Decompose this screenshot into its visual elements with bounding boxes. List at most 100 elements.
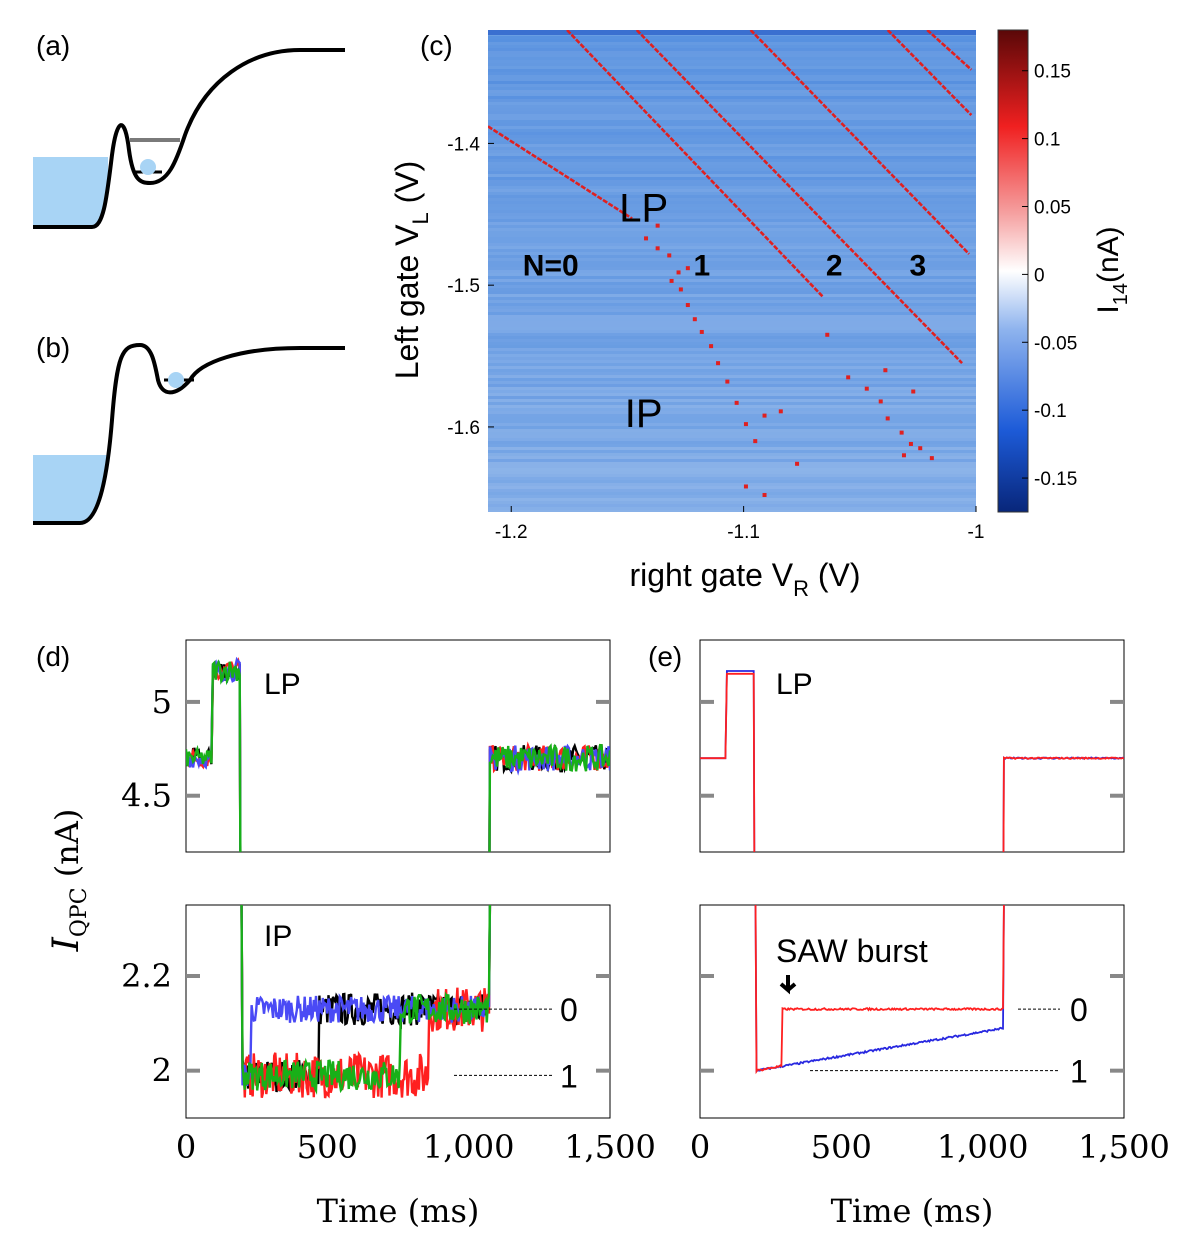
heatmap-stripe (488, 72, 976, 75)
heatmap-stripe (488, 267, 976, 270)
heatmap-stripe (488, 192, 976, 195)
heatmap-stripe (488, 99, 976, 102)
transition-dot-0 (655, 223, 660, 228)
heatmap-stripe (488, 42, 976, 45)
heatmap-stripe (488, 342, 976, 345)
trace-e-bottom-blue (754, 905, 1005, 1073)
heatmap-stripe (488, 402, 976, 405)
heatmap-stripe (488, 162, 976, 165)
x-axis-label-e: Time (ms) (831, 1192, 994, 1230)
heatmap-stripe (488, 105, 976, 108)
transition-dot-5 (685, 266, 690, 271)
heatmap-stripe (488, 453, 976, 456)
heatmap-stripe (488, 357, 976, 360)
ip-label-d: IP (264, 920, 292, 953)
transition-line-5 (926, 30, 973, 71)
y-axis-label-d: IQPC (nA) (46, 809, 92, 953)
heatmap-stripe (488, 387, 976, 390)
heatmap-stripe (488, 216, 976, 219)
heatmap-stripe (488, 474, 976, 477)
annotation-2: 2 (826, 249, 843, 282)
colorbar-label-sub: 14 (1110, 283, 1132, 305)
heatmap-stripe (488, 84, 976, 87)
annotation-3: 3 (910, 249, 927, 282)
heatmap-stripe (488, 333, 976, 336)
potential-curve-b (33, 342, 345, 525)
transition-line-1 (566, 30, 824, 298)
panel-label-d: (d) (36, 641, 70, 672)
y-tick-label-top: 5 (152, 683, 172, 721)
transition-dot-33 (883, 368, 888, 373)
heatmap-stripe (488, 459, 976, 462)
heatmap-stripe (488, 348, 976, 351)
y-tick-label-c: -1.4 (447, 134, 480, 155)
axes-e: 0 500 1,000 1,500 0 1 (690, 699, 1170, 1166)
heatmap-stripe (488, 45, 976, 48)
transition-dot-20 (762, 492, 767, 497)
transition-dot-28 (908, 441, 913, 446)
heatmap-stripe (488, 60, 976, 63)
heatmap-stripe (488, 477, 976, 480)
heatmap-stripe (488, 288, 976, 291)
y-axis-label-c: Left gate VL (V) (389, 161, 433, 380)
y-tick-label-c: -1.5 (447, 276, 480, 297)
lp-label-d: LP (264, 668, 301, 701)
trace-e-top-red (700, 672, 1124, 852)
heatmap-stripe (488, 501, 976, 504)
heatmap-stripe (488, 210, 976, 213)
transition-dot-14 (734, 400, 739, 405)
heatmap-stripe (488, 285, 976, 288)
heatmap-stripe (488, 213, 976, 216)
heatmap-stripe (488, 57, 976, 60)
heatmap-stripe (488, 159, 976, 162)
heatmap-stripe (488, 147, 976, 150)
transition-dot-25 (878, 399, 883, 404)
heatmap-stripe (488, 174, 976, 177)
x-axis-label-d: Time (ms) (317, 1192, 480, 1230)
x-tick-label: 0 (176, 1128, 196, 1166)
traces-e-top (700, 670, 1124, 852)
heatmap-stripe (488, 54, 976, 57)
panel-label-e: (e) (648, 641, 682, 672)
transition-dot-9 (692, 317, 697, 322)
heatmap-stripe (488, 384, 976, 387)
heatmap-stripe (488, 132, 976, 135)
heatmap-stripe (488, 393, 976, 396)
heatmap-stripe (488, 276, 976, 279)
heatmap-stripe (488, 351, 976, 354)
level-label-0: 0 (560, 992, 578, 1028)
heatmap-stripe (488, 156, 976, 159)
heatmap-stripe (488, 369, 976, 372)
x-tick-label: 0 (690, 1128, 710, 1166)
electron-b (168, 372, 184, 388)
heatmap-stripe (488, 426, 976, 429)
heatmap-stripe (488, 483, 976, 486)
transition-line-4 (886, 30, 973, 116)
heatmap-stripe (488, 345, 976, 348)
heatmap-stripe (488, 465, 976, 468)
heatmap-stripe (488, 87, 976, 90)
heatmap-stripe (488, 297, 976, 300)
transition-dot-10 (699, 329, 704, 334)
level-label-0: 0 (1070, 992, 1088, 1028)
heatmap-stripe (488, 171, 976, 174)
heatmap-stripe (488, 231, 976, 234)
heatmap-stripe (488, 450, 976, 453)
heatmap-stripe (488, 300, 976, 303)
x-tick-label: 1,000 (937, 1128, 1029, 1166)
heatmap-stripe (488, 75, 976, 78)
heatmap-stripe (488, 492, 976, 495)
trace-d-top-blue (186, 656, 610, 852)
transition-dot-15 (743, 422, 748, 427)
transition-dot-19 (743, 484, 748, 489)
heatmap-stripe (488, 234, 976, 237)
trace-d-top-green (186, 659, 610, 852)
charge-transition-lines (488, 30, 973, 365)
heatmap-stripe (488, 399, 976, 402)
heatmap-stripe (488, 228, 976, 231)
heatmap-stripe (488, 183, 976, 186)
traces-d-bottom (240, 905, 492, 1099)
colorbar-tick-label: 0.15 (1034, 62, 1071, 83)
heatmap-stripe (488, 360, 976, 363)
plot-frame-d-bottom (185, 904, 611, 1119)
